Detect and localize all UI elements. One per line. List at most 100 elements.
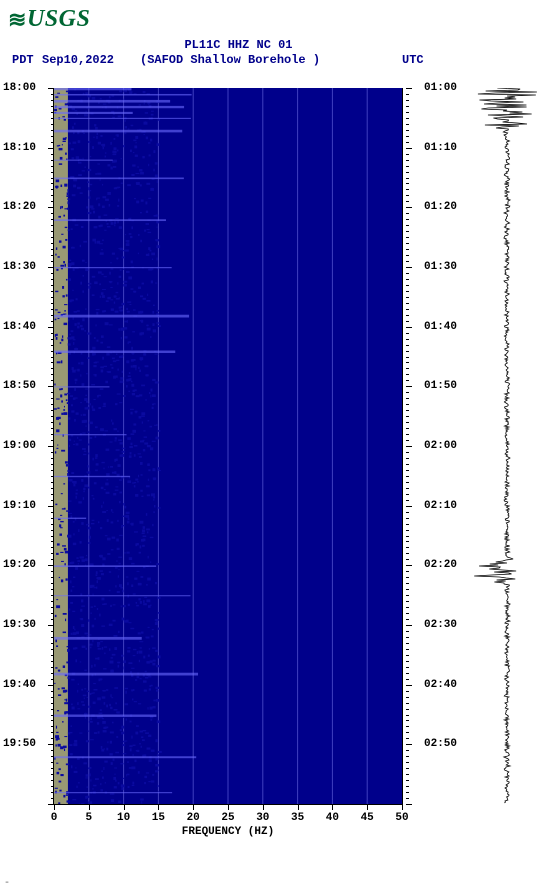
y-left-tick — [51, 160, 54, 161]
y-right-tick — [406, 327, 412, 328]
y-left-tick — [51, 774, 54, 775]
y-left-label: 19:30 — [3, 619, 36, 631]
y-left-tick — [51, 333, 54, 334]
y-right-tick — [406, 607, 409, 608]
y-right-tick — [406, 643, 409, 644]
y-left-tick — [51, 738, 54, 739]
y-right-tick — [406, 374, 409, 375]
y-left-label: 19:40 — [3, 679, 36, 691]
y-right-tick — [406, 362, 409, 363]
y-left-tick — [51, 225, 54, 226]
y-left-label: 18:50 — [3, 380, 36, 392]
y-right-tick — [406, 321, 409, 322]
y-left-tick — [51, 201, 54, 202]
y-left-tick — [51, 273, 54, 274]
y-left-tick — [48, 327, 54, 328]
y-right-tick — [406, 142, 409, 143]
y-right-tick — [406, 756, 409, 757]
y-right-tick — [406, 559, 409, 560]
y-left-tick — [51, 637, 54, 638]
y-right-tick — [406, 112, 409, 113]
y-left-tick — [51, 547, 54, 548]
y-left-label: 18:40 — [3, 321, 36, 333]
y-left-tick — [51, 649, 54, 650]
y-right-tick — [406, 136, 409, 137]
y-right-tick — [406, 219, 409, 220]
x-tick — [193, 804, 194, 810]
x-tick-label: 25 — [221, 812, 234, 824]
y-left-tick — [51, 673, 54, 674]
y-right-tick — [406, 482, 409, 483]
y-left-label: 19:00 — [3, 440, 36, 452]
y-left-tick — [51, 500, 54, 501]
y-left-tick — [51, 553, 54, 554]
y-axis-right: 01:0001:1001:2001:3001:4001:5002:0002:10… — [406, 88, 466, 804]
y-right-label: 02:30 — [424, 619, 457, 631]
y-left-tick — [51, 351, 54, 352]
y-right-tick — [406, 506, 412, 507]
y-right-tick — [406, 303, 409, 304]
y-left-tick — [51, 178, 54, 179]
y-left-tick — [51, 703, 54, 704]
y-right-tick — [406, 625, 412, 626]
y-right-tick — [406, 416, 409, 417]
y-left-tick — [51, 315, 54, 316]
y-left-tick — [51, 357, 54, 358]
y-left-tick — [51, 536, 54, 537]
y-right-tick — [406, 637, 409, 638]
x-tick — [228, 804, 229, 810]
y-left-tick — [51, 768, 54, 769]
y-right-tick — [406, 768, 409, 769]
y-left-tick — [51, 410, 54, 411]
y-right-tick — [406, 315, 409, 316]
y-right-tick — [406, 297, 409, 298]
y-left-tick — [51, 172, 54, 173]
y-left-tick — [51, 589, 54, 590]
y-right-tick — [406, 422, 409, 423]
y-right-tick — [406, 488, 409, 489]
y-left-tick — [51, 404, 54, 405]
y-left-tick — [51, 518, 54, 519]
y-right-tick — [406, 106, 409, 107]
y-left-tick — [51, 780, 54, 781]
y-right-tick — [406, 715, 409, 716]
y-right-tick — [406, 595, 409, 596]
y-right-tick — [406, 547, 409, 548]
x-tick-label: 10 — [117, 812, 130, 824]
usgs-logo: ≋USGS — [8, 6, 90, 33]
y-right-tick — [406, 691, 409, 692]
y-right-tick — [406, 243, 409, 244]
y-left-tick — [51, 243, 54, 244]
y-left-tick — [51, 154, 54, 155]
y-left-tick — [51, 559, 54, 560]
waveform-plot — [472, 88, 542, 804]
y-left-label: 18:10 — [3, 142, 36, 154]
y-right-tick — [406, 94, 409, 95]
y-left-tick — [51, 398, 54, 399]
y-right-tick — [406, 589, 409, 590]
y-axis-left: 18:0018:1018:2018:3018:4018:5019:0019:10… — [0, 88, 54, 804]
y-right-tick — [406, 583, 409, 584]
y-right-label: 01:10 — [424, 142, 457, 154]
y-right-tick — [406, 201, 409, 202]
y-left-tick — [51, 303, 54, 304]
y-left-tick — [48, 744, 54, 745]
y-left-tick — [51, 512, 54, 513]
y-left-tick — [51, 577, 54, 578]
y-left-tick — [51, 613, 54, 614]
y-left-tick — [51, 541, 54, 542]
y-right-tick — [406, 774, 409, 775]
y-right-tick — [406, 470, 409, 471]
y-left-tick — [48, 506, 54, 507]
y-left-tick — [51, 219, 54, 220]
y-right-tick — [406, 267, 412, 268]
y-right-tick — [406, 661, 409, 662]
y-left-label: 19:50 — [3, 738, 36, 750]
y-left-tick — [51, 428, 54, 429]
y-left-tick — [51, 530, 54, 531]
y-left-tick — [51, 583, 54, 584]
y-right-tick — [406, 697, 409, 698]
y-right-tick — [406, 207, 412, 208]
y-right-tick — [406, 255, 409, 256]
y-right-tick — [406, 655, 409, 656]
